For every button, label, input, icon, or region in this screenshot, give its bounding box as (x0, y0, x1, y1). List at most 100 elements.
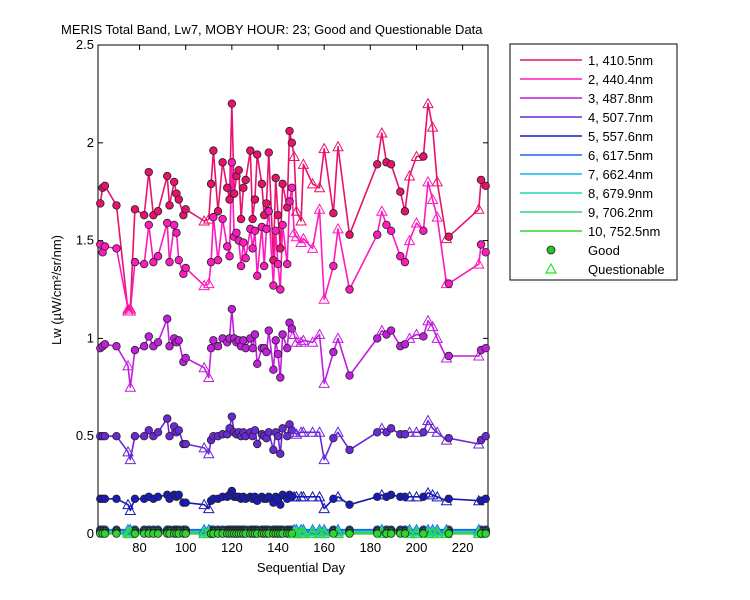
questionable-point (124, 504, 137, 516)
good-point (246, 146, 255, 155)
y-axis-label: Lw (µW/cm²/sr/nm) (49, 235, 64, 345)
good-point (209, 336, 218, 345)
good-point (100, 340, 110, 349)
good-point (130, 345, 140, 355)
questionable-point (122, 303, 134, 314)
questionable-point (426, 320, 439, 332)
good-point (181, 205, 190, 214)
good-point (153, 529, 163, 538)
questionable-point (306, 527, 319, 539)
good-point (227, 304, 237, 314)
good-point (165, 432, 174, 441)
good-point (481, 432, 490, 441)
good-point (345, 230, 354, 239)
y-tick-label: 0 (87, 526, 94, 541)
questionable-point (297, 490, 310, 502)
good-point (273, 432, 283, 441)
good-point (285, 197, 294, 206)
good-point (253, 439, 262, 449)
good-point (239, 336, 248, 345)
x-tick-label: 160 (313, 540, 335, 555)
good-point (481, 529, 490, 538)
good-point (444, 279, 453, 288)
good-point (278, 179, 287, 189)
questionable-point (288, 328, 301, 339)
questionable-point (403, 426, 416, 437)
good-point (287, 138, 297, 147)
good-point (253, 359, 262, 369)
good-point (386, 226, 396, 236)
questionable-point (431, 527, 444, 539)
questionable-point (313, 490, 326, 502)
x-tick-label: 80 (132, 540, 146, 555)
good-point (181, 439, 190, 449)
good-point (250, 330, 260, 339)
x-tick-label: 180 (359, 540, 381, 555)
good-point (227, 158, 237, 167)
legend-label: 10, 752.5nm (588, 224, 660, 239)
good-point (264, 428, 273, 437)
questionable-point (472, 349, 485, 361)
questionable-point (198, 361, 211, 373)
good-point (139, 210, 149, 220)
questionable-point (472, 258, 485, 269)
questionable-point (410, 328, 423, 339)
good-point (419, 428, 428, 437)
good-point (386, 424, 396, 433)
questionable-point (313, 181, 326, 193)
good-point (241, 343, 250, 353)
legend-label: 4, 507.7nm (588, 110, 653, 125)
questionable-point (318, 502, 331, 514)
good-point (262, 347, 271, 357)
good-point (476, 175, 486, 185)
good-point (276, 500, 285, 509)
good-point (257, 179, 267, 189)
good-point (476, 240, 486, 249)
good-point (271, 173, 280, 183)
good-point (262, 199, 271, 208)
good-point (481, 248, 490, 257)
good-point (386, 160, 396, 169)
good-point (227, 99, 237, 108)
good-point (223, 183, 232, 192)
good-point (206, 343, 216, 353)
good-point (232, 228, 241, 237)
good-point (285, 126, 294, 136)
good-point (400, 257, 410, 267)
good-point (386, 490, 396, 500)
questionable-point (410, 216, 423, 228)
good-point (100, 242, 110, 251)
good-point (139, 259, 149, 269)
good-point (250, 426, 260, 435)
good-point (269, 445, 278, 455)
questionable-point (422, 314, 434, 326)
good-point (206, 257, 216, 267)
questionable-point (306, 336, 319, 347)
good-point (345, 445, 354, 455)
x-tick-label: 200 (406, 540, 428, 555)
questionable-point (306, 426, 319, 437)
good-point (264, 326, 273, 335)
good-point (239, 238, 248, 247)
questionable-point (318, 453, 331, 465)
good-point (345, 500, 354, 509)
questionable-point (306, 177, 319, 189)
good-point (386, 529, 396, 538)
questionable-point (313, 203, 326, 214)
y-tick-label: 2 (87, 135, 94, 150)
x-axis-label: Sequential Day (257, 560, 346, 575)
questionable-point (422, 175, 434, 187)
questionable-point (318, 142, 331, 154)
good-point (112, 432, 121, 441)
legend-questionable-marker (544, 262, 558, 274)
legend-label: 7, 662.4nm (588, 167, 653, 182)
legend-label: 3, 487.8nm (588, 91, 653, 106)
good-point (373, 230, 382, 239)
good-point (283, 259, 292, 269)
questionable-point (202, 502, 215, 514)
good-point (419, 226, 428, 236)
questionable-point (403, 234, 416, 246)
questionable-point (332, 140, 344, 152)
good-point (174, 426, 183, 435)
